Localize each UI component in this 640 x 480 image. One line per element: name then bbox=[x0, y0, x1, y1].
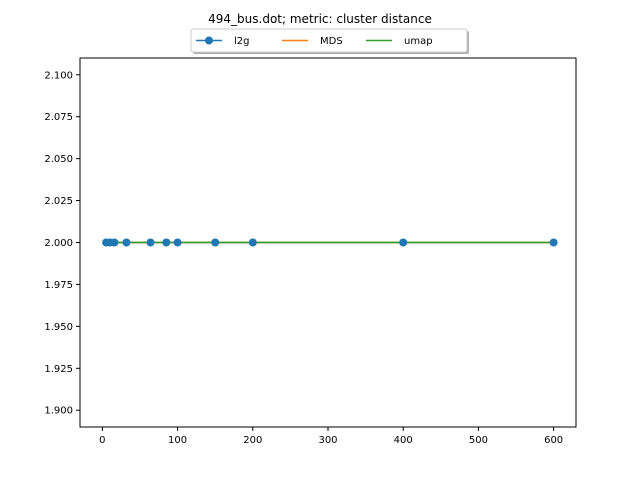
legend-box bbox=[190, 28, 468, 53]
legend-marker-l2g bbox=[205, 36, 213, 45]
data-point-l2g bbox=[162, 238, 171, 247]
x-tick-label: 600 bbox=[544, 435, 563, 446]
x-tick-label: 300 bbox=[318, 435, 337, 446]
x-tick-label: 400 bbox=[394, 435, 413, 446]
data-point-l2g bbox=[122, 238, 131, 247]
y-tick-label: 1.925 bbox=[44, 364, 73, 375]
x-tick-label: 500 bbox=[469, 435, 488, 446]
x-tick-label: 100 bbox=[168, 435, 187, 446]
chart-title: 494_bus.dot; metric: cluster distance bbox=[208, 12, 432, 26]
data-point-l2g bbox=[173, 238, 182, 247]
legend: l2g MDS umap bbox=[190, 28, 469, 54]
data-point-l2g bbox=[248, 238, 257, 247]
y-tick-label: 2.075 bbox=[44, 112, 73, 123]
data-point-l2g bbox=[146, 238, 155, 247]
series-layer bbox=[102, 238, 558, 247]
y-tick-label: 2.100 bbox=[44, 70, 73, 81]
x-axis: 0 100 200 300 400 500 600 bbox=[99, 427, 563, 446]
y-axis: 1.900 1.925 1.950 1.975 2.000 2.025 2.050 2.075… bbox=[44, 70, 80, 417]
legend-label-mds: MDS bbox=[320, 36, 343, 47]
y-tick-label: 2.000 bbox=[44, 238, 73, 249]
legend-label-l2g: l2g bbox=[234, 36, 250, 47]
data-point-l2g bbox=[399, 238, 408, 247]
x-tick-label: 0 bbox=[99, 435, 105, 446]
y-tick-label: 2.025 bbox=[44, 196, 73, 207]
y-tick-label: 1.950 bbox=[44, 322, 73, 333]
legend-label-umap: umap bbox=[404, 36, 433, 47]
data-point-l2g bbox=[110, 238, 119, 247]
y-tick-label: 1.900 bbox=[44, 406, 73, 417]
data-point-l2g bbox=[549, 238, 558, 247]
x-tick-label: 200 bbox=[243, 435, 262, 446]
y-tick-label: 1.975 bbox=[44, 280, 73, 291]
data-point-l2g bbox=[211, 238, 220, 247]
y-tick-label: 2.050 bbox=[44, 154, 73, 165]
